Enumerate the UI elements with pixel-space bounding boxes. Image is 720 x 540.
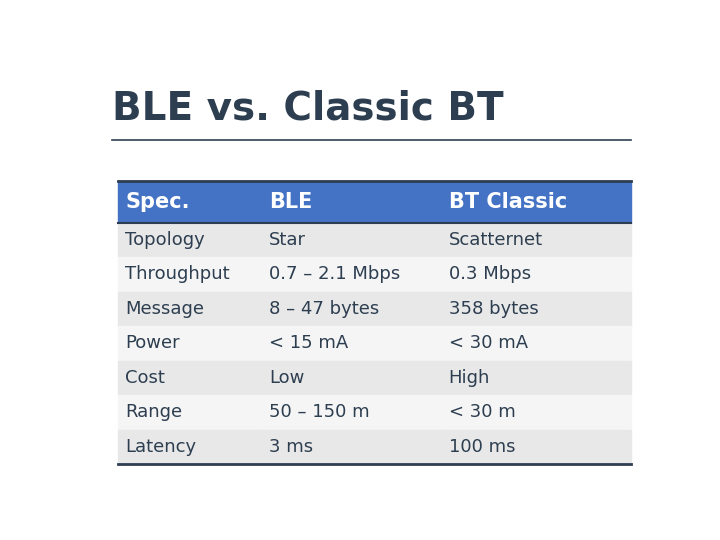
Text: Low: Low <box>269 369 305 387</box>
Text: < 30 m: < 30 m <box>449 403 516 421</box>
Text: Spec.: Spec. <box>125 192 189 212</box>
Bar <box>441 181 631 223</box>
Text: BLE vs. Classic BT: BLE vs. Classic BT <box>112 90 504 128</box>
Text: Range: Range <box>125 403 182 421</box>
Text: < 30 mA: < 30 mA <box>449 334 528 353</box>
Bar <box>118 326 261 361</box>
Bar <box>261 292 441 326</box>
Text: 100 ms: 100 ms <box>449 438 515 456</box>
Bar <box>441 326 631 361</box>
Text: 8 – 47 bytes: 8 – 47 bytes <box>269 300 379 318</box>
Text: Cost: Cost <box>125 369 165 387</box>
Text: 0.3 Mbps: 0.3 Mbps <box>449 266 531 284</box>
Text: Latency: Latency <box>125 438 197 456</box>
Text: Throughput: Throughput <box>125 266 230 284</box>
Bar <box>441 429 631 464</box>
Text: High: High <box>449 369 490 387</box>
Text: 0.7 – 2.1 Mbps: 0.7 – 2.1 Mbps <box>269 266 400 284</box>
Text: 358 bytes: 358 bytes <box>449 300 539 318</box>
Bar <box>118 292 261 326</box>
Text: BLE: BLE <box>269 192 312 212</box>
Text: < 15 mA: < 15 mA <box>269 334 348 353</box>
Text: Star: Star <box>269 231 306 249</box>
Bar <box>441 361 631 395</box>
Text: Scatternet: Scatternet <box>449 231 543 249</box>
Bar <box>118 223 261 257</box>
Bar <box>118 429 261 464</box>
Text: 3 ms: 3 ms <box>269 438 313 456</box>
Text: 50 – 150 m: 50 – 150 m <box>269 403 369 421</box>
Bar <box>261 395 441 429</box>
Bar <box>118 395 261 429</box>
Bar <box>118 257 261 292</box>
Text: Power: Power <box>125 334 180 353</box>
Bar <box>441 223 631 257</box>
Text: Topology: Topology <box>125 231 204 249</box>
Bar <box>118 181 261 223</box>
Bar <box>261 257 441 292</box>
Bar <box>441 292 631 326</box>
Bar <box>261 181 441 223</box>
Bar <box>261 326 441 361</box>
Text: Message: Message <box>125 300 204 318</box>
Bar <box>261 223 441 257</box>
Bar <box>441 257 631 292</box>
Bar <box>261 361 441 395</box>
Bar <box>441 395 631 429</box>
Text: BT Classic: BT Classic <box>449 192 567 212</box>
Bar <box>118 361 261 395</box>
Bar <box>261 429 441 464</box>
